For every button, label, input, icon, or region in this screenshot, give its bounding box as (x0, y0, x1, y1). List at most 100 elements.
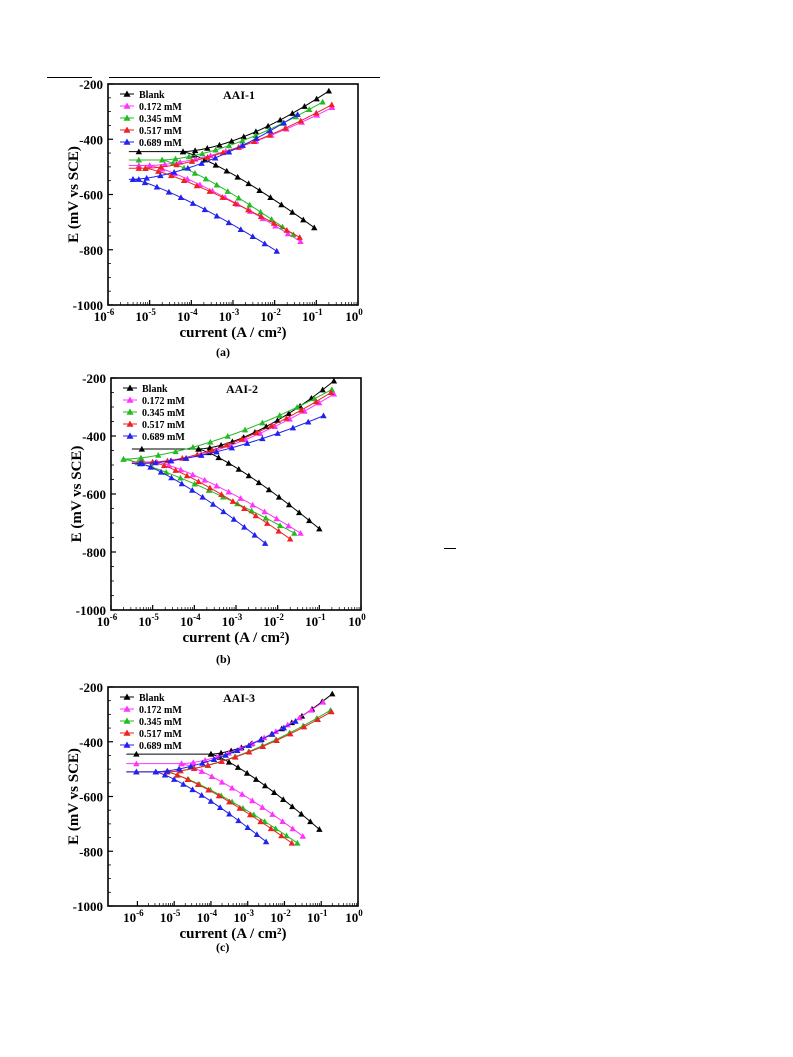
data-point (155, 452, 162, 458)
data-point (301, 103, 308, 109)
data-point (245, 472, 253, 479)
data-point (213, 212, 221, 219)
legend-label: 0.689 mM (139, 741, 182, 752)
data-point (246, 201, 253, 208)
data-point (314, 716, 322, 723)
data-point (172, 155, 179, 162)
data-point (218, 491, 225, 497)
data-point (199, 493, 206, 500)
data-point (138, 445, 146, 452)
data-point (202, 175, 210, 182)
y-tick-label: -400 (82, 429, 106, 444)
data-point (189, 786, 196, 793)
legend-marker (126, 384, 134, 391)
data-point (138, 456, 146, 462)
data-point (257, 736, 264, 743)
data-point (245, 748, 253, 755)
data-point (253, 135, 260, 141)
data-point (235, 817, 242, 824)
data-point (228, 444, 236, 451)
data-point (235, 466, 242, 472)
x-tick-label: 10-2 (263, 612, 284, 629)
data-point (201, 206, 209, 213)
data-point (275, 527, 282, 534)
data-point (191, 169, 199, 176)
fit-line-cathodic (166, 771, 293, 844)
data-point (172, 467, 179, 473)
data-point (191, 765, 198, 771)
data-point (146, 162, 153, 169)
data-point (311, 224, 318, 231)
data-point (164, 767, 171, 774)
data-point (210, 756, 218, 762)
x-tick-label: 10-6 (97, 612, 118, 629)
data-point (267, 194, 274, 201)
data-point (225, 488, 232, 495)
data-point (316, 826, 323, 832)
data-point (228, 784, 236, 791)
y-tick-label: -600 (79, 188, 103, 203)
data-point (216, 804, 224, 811)
legend-marker (123, 729, 131, 736)
data-point (143, 174, 150, 181)
data-point (268, 216, 275, 222)
series-Blank (128, 87, 333, 231)
data-point (273, 515, 280, 522)
data-point (147, 463, 154, 470)
x-tick-label: 10-3 (222, 612, 243, 629)
data-point (216, 141, 223, 148)
data-point (152, 768, 159, 775)
data-point (249, 797, 256, 804)
legend-marker (123, 126, 131, 133)
data-point (280, 119, 288, 126)
data-point (178, 760, 185, 767)
data-point (189, 471, 196, 478)
data-point (175, 765, 183, 772)
data-point (283, 832, 290, 839)
stray-rule (444, 548, 456, 549)
data-point (232, 200, 239, 207)
data-point (172, 448, 179, 455)
data-point (319, 698, 327, 705)
data-point (252, 128, 260, 135)
data-point (280, 796, 287, 802)
data-point (269, 730, 276, 737)
legend-label: Blank (139, 693, 165, 704)
data-point (198, 160, 205, 166)
legend-marker (123, 102, 131, 109)
data-point (185, 153, 193, 160)
data-point (141, 179, 149, 186)
data-point (177, 466, 184, 473)
data-point (223, 167, 230, 174)
data-point (206, 188, 213, 194)
data-point (305, 418, 312, 425)
y-tick-label: -600 (79, 790, 103, 805)
x-tick-label: 10-3 (219, 307, 240, 324)
data-point (271, 789, 278, 796)
legend-label: 0.345 mM (139, 717, 182, 728)
data-point (259, 419, 266, 426)
data-point (173, 161, 180, 168)
data-point (168, 474, 175, 481)
data-point (178, 480, 186, 487)
data-point (292, 718, 299, 724)
data-point (155, 168, 162, 174)
data-point (298, 810, 305, 817)
data-point (235, 194, 242, 201)
data-point (319, 386, 326, 393)
data-point (167, 457, 174, 464)
x-tick-label: 10-2 (270, 908, 291, 925)
x-tick-label: 10-1 (305, 612, 326, 629)
data-point (217, 749, 225, 756)
data-point (232, 753, 239, 760)
data-point (215, 792, 223, 799)
data-point (228, 138, 235, 144)
data-point (223, 441, 231, 448)
data-point (256, 187, 263, 193)
data-point (296, 234, 303, 240)
data-point (261, 508, 268, 515)
data-point (222, 751, 229, 758)
data-point (264, 122, 272, 129)
data-point (198, 452, 205, 458)
